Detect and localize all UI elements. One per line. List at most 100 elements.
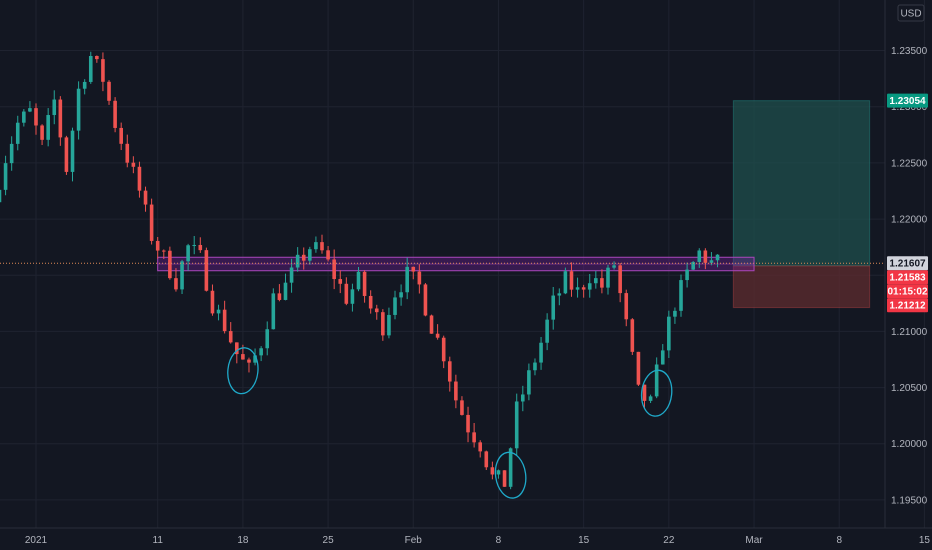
candle-body [308,249,312,261]
candle-body [113,100,117,128]
x-tick-label: 22 [663,535,675,546]
candle-body [192,244,197,246]
stop-price-badge: 1.21212 [887,298,928,313]
candle-body [15,122,20,144]
candle-body [429,315,434,334]
candle-body [478,442,483,452]
candle-body [320,242,324,251]
candle-body [3,163,8,190]
candle-body [174,278,178,290]
candle-body [34,108,38,126]
candle-body [472,432,476,443]
candle-body [259,348,263,356]
candle-body [630,319,635,352]
candle-body [143,190,148,205]
x-tick-label: 18 [237,535,249,546]
target-price-badge: 1.23054 [887,93,928,108]
candle-body [521,394,525,402]
candle-body [235,342,239,355]
candle-body [46,115,50,140]
candle-body [40,125,44,140]
candle-body [0,189,2,203]
circled-low-2[interactable] [493,450,529,500]
candle-body [210,290,215,314]
candle-body [533,362,537,371]
candle-body [107,81,111,101]
candle-body [502,470,507,487]
candle-body [685,269,689,281]
candle-body [447,361,452,382]
x-tick-label: Mar [745,535,763,546]
candle-body [399,292,403,298]
candle-body [295,254,300,268]
candle-body [423,284,428,316]
y-tick-label: 1.19500 [891,495,928,506]
candle-body [648,396,653,401]
candle-body [612,265,616,268]
candle-body [606,267,610,288]
candle-body [314,242,318,250]
candle-body [636,351,641,385]
candle-body [356,271,361,290]
candle-body [301,254,306,261]
candle-body [338,279,343,284]
candle-body [28,108,32,112]
candle-body [405,266,409,293]
candle-body [594,278,598,284]
candle-body [362,271,367,296]
candle-body [667,316,671,351]
candle-body [514,401,519,449]
candle-body [460,400,464,415]
x-tick-label: Feb [405,535,423,546]
circled-low-1[interactable] [226,346,261,395]
candle-body [381,312,385,336]
entry-price-badge: 1.21583 [887,270,928,285]
candle-body [387,314,391,336]
candle-body [228,331,233,343]
x-tick-label: 25 [323,535,335,546]
entry-price-badge-text: 1.21583 [889,273,926,284]
last-price-badge: 1.21607 [887,256,928,271]
candle-body [271,293,276,330]
candle-body [277,293,282,300]
candle-body [490,467,495,475]
candle-body [265,329,270,349]
candle-body [697,250,702,263]
candle-body [679,280,683,311]
x-tick-label: 15 [578,535,590,546]
candle-body [569,271,574,290]
candle-body [660,350,665,365]
candle-body [119,127,123,144]
candle-body [283,282,288,300]
candle-body [618,265,622,294]
candle-body [76,88,81,131]
candle-body [82,81,87,89]
target-zone[interactable] [732,100,871,267]
candle-body [417,271,422,285]
x-tick-label: 8 [836,535,842,546]
circled-low-3[interactable] [639,369,674,418]
candle-body [88,55,93,82]
candle-body [581,287,586,290]
stop-price-badge-text: 1.21212 [889,301,926,312]
candle-body [496,470,501,475]
y-tick-label: 1.23500 [891,46,928,57]
candle-body [180,261,184,290]
candle-body [332,259,336,280]
currency-button[interactable]: USD [897,4,925,22]
candlestick-series [0,51,720,490]
candle-body [709,260,714,263]
candle-body [368,295,373,309]
candle-body [703,250,708,263]
candle-body [587,283,592,290]
candle-body [253,355,257,363]
x-tick-label: 8 [496,535,502,546]
time-axis[interactable]: 2021 11 18 25 Feb 8 15 22 Mar 8 15 [25,535,931,546]
stop-zone[interactable] [732,265,871,309]
candle-body [198,244,203,251]
y-tick-label: 1.20500 [891,383,928,394]
candle-body [454,381,458,401]
candle-body [241,354,245,360]
candle-body [673,310,677,317]
